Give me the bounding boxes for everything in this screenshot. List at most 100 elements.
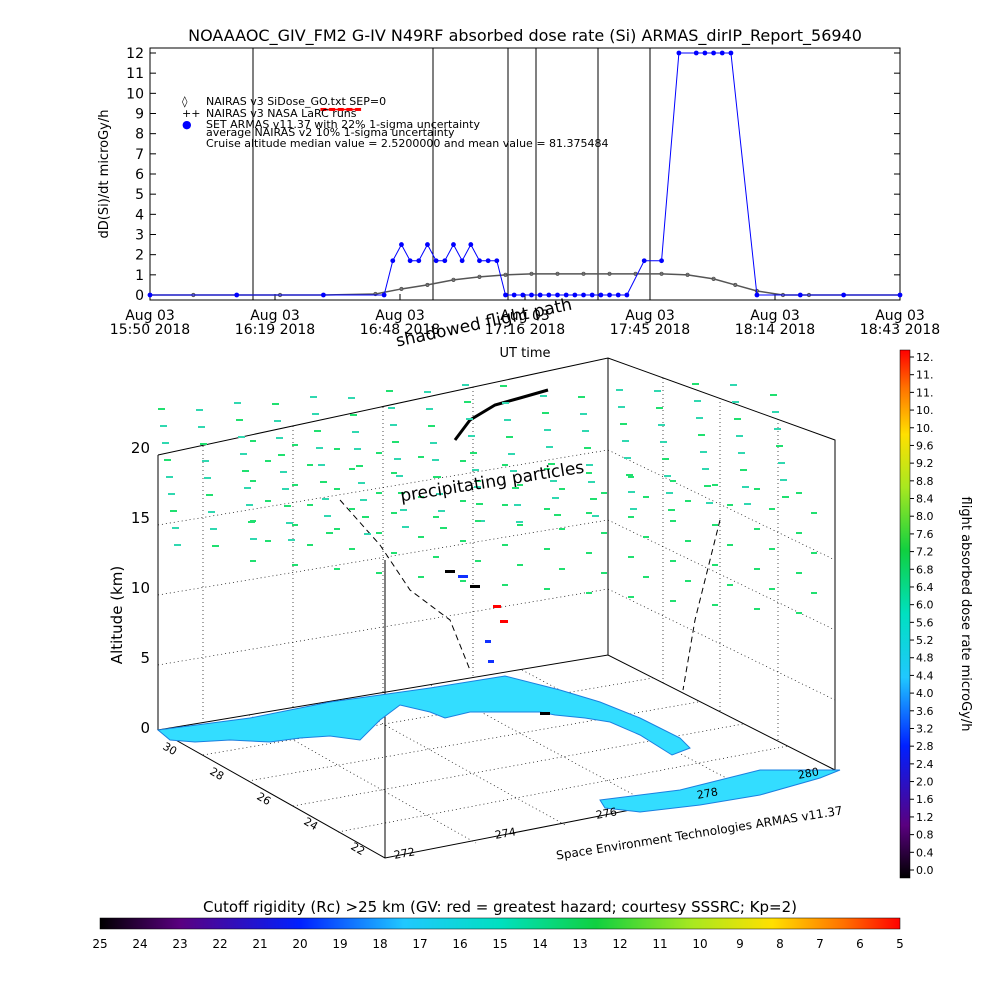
dose-colorbar-tick-label: 4.4 [916,669,934,682]
particle-mark [512,487,519,489]
armas-point [451,242,456,247]
particle-mark [282,488,289,490]
particle-mark [670,480,676,482]
particle-mark [550,480,557,482]
dose-colorbar-tick-label: 12. [916,351,934,364]
particle-mark [778,462,785,464]
nairas-point [555,271,560,276]
particle-mark [670,520,676,522]
particle-mark [769,588,775,590]
dose-colorbar-tick-label: 11. [916,369,934,382]
particle-mark [592,515,599,517]
dose-colorbar-tick-label: 3.6 [916,705,934,718]
particle-mark [286,522,293,524]
particle-mark [418,456,424,458]
descent-points [445,570,550,715]
rigidity-colorbar-ticks: 25 24 23 22 21 20 19 18 17 16 15 14 13 12 11 10 9 8 7 6 5 [92,937,903,951]
armas-point [416,258,422,264]
x-tick-date: Aug 03 [375,308,425,324]
particle-mark [334,528,340,530]
particle-mark [436,493,443,495]
dose-colorbar-tick-label: 3.2 [916,722,934,735]
chart-title: NOAAAOC_GIV_FM2 G-IV N49RF absorbed dose… [188,26,862,46]
particle-mark [430,442,437,444]
particle-mark [265,460,271,462]
nairas-point [607,271,612,276]
particle-mark [428,425,435,427]
particle-mark [670,560,676,562]
armas-point [598,292,604,298]
armas-point [572,292,578,298]
particle-mark [544,468,550,470]
particle-mark [334,568,340,570]
y-tick-label: 4 [135,207,144,223]
armas-point [485,258,491,264]
particle-mark [510,470,517,472]
particle-mark [662,458,669,460]
dose-colorbar-tick-label: 6.4 [916,581,934,594]
armas-point [897,292,903,298]
particle-mark [242,470,249,472]
armas-point [520,292,526,298]
armas-point [589,292,595,298]
armas-point [442,258,448,264]
dose-colorbar-tick-label: 9.2 [916,457,934,470]
longitude-tick-label: 276 [595,805,618,821]
particle-mark [692,383,699,385]
y-tick-label: 10 [126,86,144,102]
larc-point [346,107,353,111]
dose-colorbar-tick-label: 6.0 [916,599,934,612]
particle-mark [440,527,447,529]
particle-mark [502,464,508,466]
y-tick-label: 0 [135,288,144,304]
particle-mark [402,526,409,528]
particle-mark [544,548,550,550]
armas-point [641,258,647,264]
particle-mark [464,401,471,403]
armas-point [147,292,153,298]
particle-mark [172,527,179,529]
armas-point [381,292,387,298]
particle-mark [394,458,401,460]
particle-mark [250,480,256,482]
dose-colorbar-tick-label: 2.4 [916,758,934,771]
particle-mark [310,396,317,398]
particle-mark [712,484,718,486]
particle-mark [433,556,439,558]
particle-mark [350,414,357,416]
particle-mark [250,538,257,540]
dose-colorbar-tick-label: 7.2 [916,546,934,559]
y-tick-label: 8 [135,127,144,143]
particle-mark [559,568,565,570]
y-tick-label: 2 [135,248,144,264]
particle-mark [586,464,593,466]
x-tick-date: Aug 03 [250,308,300,324]
particle-mark [578,396,585,398]
particle-mark [502,544,508,546]
y-tick-label: 11 [126,66,144,82]
armas-point [433,258,439,264]
armas-point [659,258,664,264]
altitude-tick-label: 20 [131,439,150,457]
particle-mark [643,576,649,578]
dose-colorbar-tick-label: 5.6 [916,616,934,629]
particle-mark [212,545,219,547]
rigidity-colorbar-label: Cutoff rigidity (Rc) >25 km (GV: red = g… [203,898,797,916]
particle-mark [694,400,701,402]
armas-point [693,50,699,56]
particle-mark [238,436,245,438]
dose-colorbar-tick-label: 7.6 [916,528,934,541]
particle-mark [740,469,747,471]
particle-mark [468,435,475,437]
legend-entry-4: average NAIRAS v2 10% 1-sigma uncertaint… [206,126,455,139]
particle-mark [544,508,550,510]
rigidity-colorbar-tick-label: 13 [572,937,587,951]
particle-mark [770,394,777,396]
particle-mark [811,552,817,554]
dose-colorbar-tick-label: 8.8 [916,475,934,488]
particle-mark [548,463,555,465]
particle-mark [670,600,676,602]
particle-mark [272,403,279,405]
rigidity-colorbar-tick-label: 14 [532,937,547,951]
particle-mark [307,544,313,546]
